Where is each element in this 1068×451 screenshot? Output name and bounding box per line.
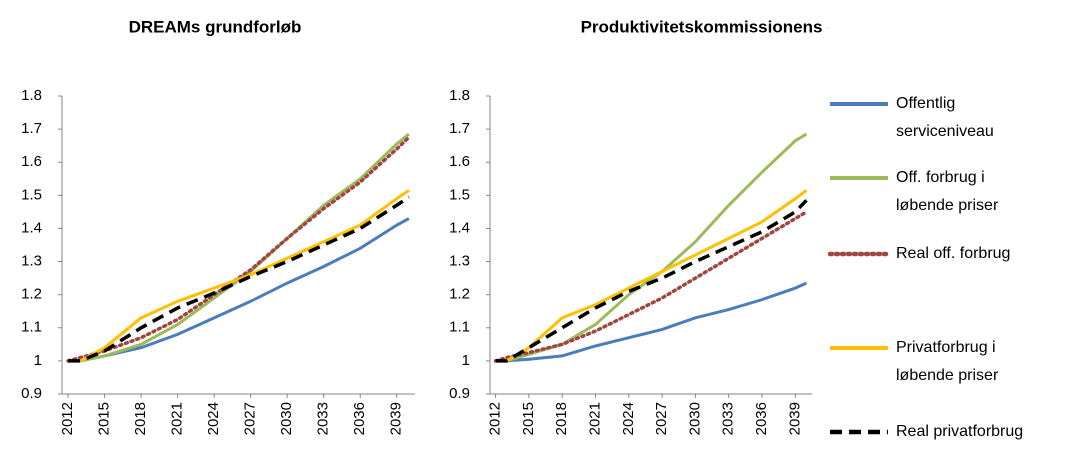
x-tick-label: 2018 bbox=[132, 402, 149, 435]
y-tick-label: 1.4 bbox=[21, 219, 42, 236]
y-tick-label: 1.5 bbox=[21, 186, 42, 203]
y-tick-label: 1.3 bbox=[21, 253, 42, 270]
legend-label: Off. forbrug i løbende priser bbox=[896, 169, 999, 214]
legend-item: Privatforbrug i løbende priser bbox=[828, 334, 1068, 390]
series-line bbox=[495, 189, 808, 363]
y-tick-label: 1.1 bbox=[21, 319, 42, 336]
y-tick-label: 1.8 bbox=[21, 87, 42, 104]
y-tick-label: 1.2 bbox=[449, 286, 470, 303]
legend-swatch bbox=[828, 251, 890, 257]
x-tick-label: 2027 bbox=[242, 402, 259, 435]
legend-label: Privatforbrug i løbende priser bbox=[896, 339, 999, 384]
legend: Offentlig serviceniveau Off. forbrug i lø… bbox=[828, 0, 1068, 451]
legend-item: Real privatforbrug bbox=[828, 418, 1068, 446]
series-line bbox=[495, 132, 808, 363]
y-tick-label: 0.9 bbox=[449, 385, 470, 402]
legend-swatch bbox=[830, 346, 888, 350]
y-tick-label: 1 bbox=[462, 352, 470, 369]
series-line bbox=[68, 217, 410, 363]
x-tick-label: 2033 bbox=[315, 402, 332, 435]
series-line bbox=[68, 189, 410, 363]
y-tick-label: 1 bbox=[34, 352, 42, 369]
x-tick-label: 2012 bbox=[59, 402, 76, 435]
x-tick-label: 2024 bbox=[205, 402, 222, 435]
x-tick-label: 2021 bbox=[586, 402, 603, 435]
x-tick-label: 2039 bbox=[388, 402, 405, 435]
x-tick-label: 2015 bbox=[96, 402, 113, 435]
charts: DREAMs grundforløb 0.9 1 1.1 1.2 1.3 1.4 1.5 1.6… bbox=[21, 17, 828, 435]
x-tick-label: 2036 bbox=[753, 402, 770, 435]
x-tick-label: 2027 bbox=[653, 402, 670, 435]
x-tick-label: 2033 bbox=[720, 402, 737, 435]
y-tick-label: 1.7 bbox=[449, 120, 470, 137]
y-tick-label: 1.6 bbox=[21, 153, 42, 170]
x-tick-label: 2030 bbox=[686, 402, 703, 435]
chart-title: Produktivitetskommissionens grundforløb bbox=[581, 17, 828, 36]
legend-item: Offentlig serviceniveau bbox=[828, 90, 1068, 146]
y-tick-label: 1.2 bbox=[21, 286, 42, 303]
legend-item: Real off. forbrug bbox=[828, 240, 1068, 268]
legend-swatch bbox=[830, 176, 888, 180]
x-tick-label: 2018 bbox=[553, 402, 570, 435]
y-tick-label: 1.6 bbox=[449, 153, 470, 170]
x-tick-label: 2015 bbox=[520, 402, 537, 435]
x-tick-label: 2036 bbox=[351, 402, 368, 435]
y-tick-label: 1.7 bbox=[21, 120, 42, 137]
y-tick-label: 1.5 bbox=[449, 186, 470, 203]
y-tick-label: 1.1 bbox=[449, 319, 470, 336]
series-line bbox=[495, 281, 808, 363]
legend-swatch bbox=[830, 102, 888, 106]
series-line bbox=[493, 210, 809, 363]
x-tick-label: 2030 bbox=[278, 402, 295, 435]
x-tick-label: 2012 bbox=[487, 402, 504, 435]
series-line bbox=[68, 195, 410, 363]
legend-label: Real privatforbrug bbox=[896, 423, 1024, 440]
legend-item: Off. forbrug i løbende priser bbox=[828, 164, 1068, 220]
series-line bbox=[495, 199, 808, 363]
legend-label: Real off. forbrug bbox=[896, 245, 1011, 262]
x-tick-label: 2039 bbox=[786, 402, 803, 435]
legend-swatch bbox=[830, 429, 888, 435]
legend-label: Offentlig serviceniveau bbox=[896, 95, 994, 140]
y-tick-label: 1.3 bbox=[449, 253, 470, 270]
y-tick-label: 1.8 bbox=[449, 87, 470, 104]
chart-title: DREAMs grundforløb bbox=[129, 17, 302, 36]
x-tick-label: 2024 bbox=[620, 402, 637, 435]
x-tick-label: 2021 bbox=[169, 402, 186, 435]
y-tick-label: 0.9 bbox=[21, 385, 42, 402]
series-line bbox=[68, 132, 410, 363]
y-tick-label: 1.4 bbox=[449, 219, 470, 236]
